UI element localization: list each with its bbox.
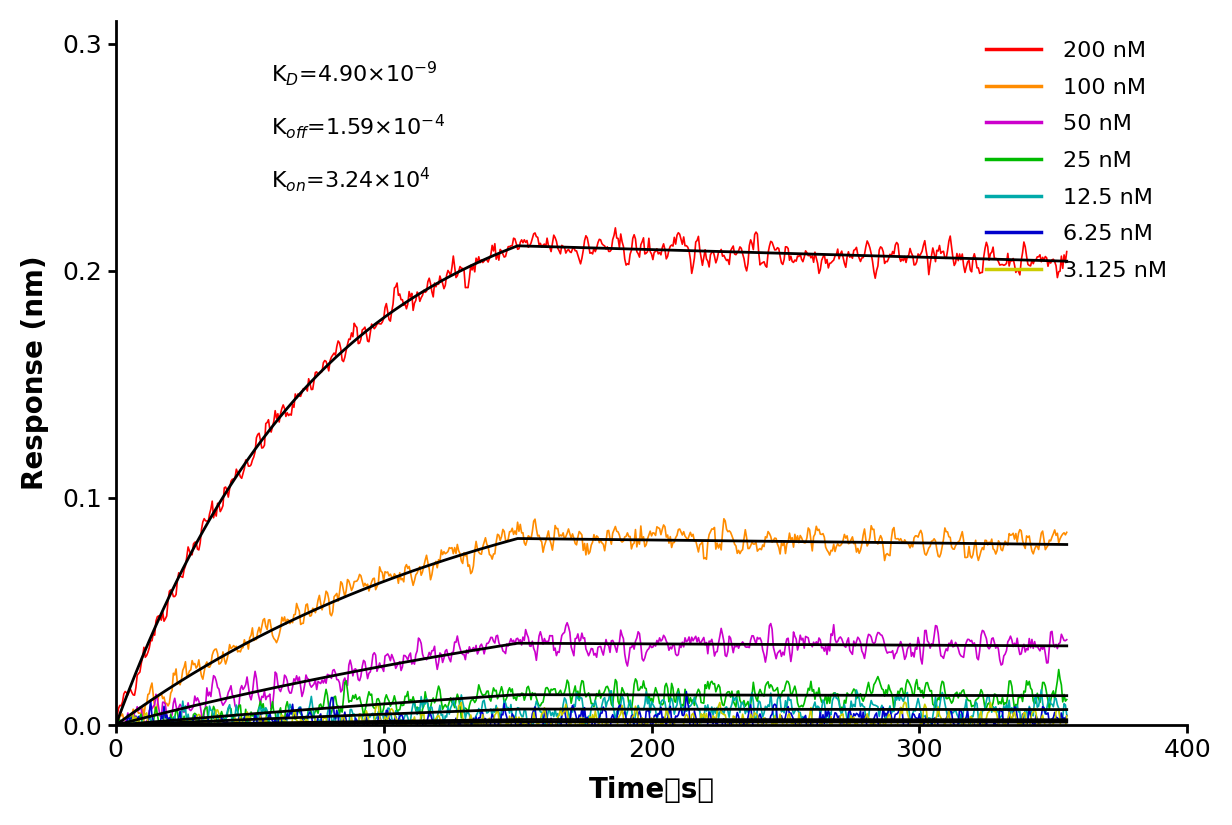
- 100 nM: [108, 724, 123, 733]
- X-axis label: Time（s）: Time（s）: [589, 776, 715, 804]
- 100 nM: [648, 530, 663, 540]
- 25 nM: [108, 716, 123, 726]
- 50 nM: [595, 646, 610, 656]
- 200 nM: [1060, 247, 1074, 257]
- 12.5 nM: [649, 715, 664, 725]
- 200 nM: [420, 276, 435, 286]
- 3.125 nM: [108, 727, 123, 737]
- 3.125 nM: [897, 697, 912, 707]
- 100 nM: [954, 531, 968, 541]
- 12.5 nM: [694, 718, 708, 728]
- 200 nM: [954, 255, 968, 265]
- Line: 200 nM: 200 nM: [116, 228, 1067, 721]
- 3.125 nM: [1060, 711, 1074, 721]
- 6.25 nM: [108, 718, 123, 728]
- 50 nM: [111, 737, 126, 747]
- 25 nM: [117, 731, 132, 741]
- 6.25 nM: [421, 706, 436, 716]
- 6.25 nM: [955, 710, 970, 719]
- 200 nM: [694, 252, 708, 262]
- 50 nM: [695, 635, 710, 645]
- 50 nM: [559, 618, 574, 628]
- 3.125 nM: [649, 721, 664, 731]
- 25 nM: [1051, 665, 1066, 675]
- 12.5 nM: [594, 707, 609, 717]
- Legend: 200 nM, 100 nM, 50 nM, 25 nM, 12.5 nM, 6.25 nM, 3.125 nM: 200 nM, 100 nM, 50 nM, 25 nM, 12.5 nM, 6…: [977, 32, 1177, 290]
- Text: K$_{on}$=3.24×10$^{4}$: K$_{on}$=3.24×10$^{4}$: [271, 165, 431, 194]
- 12.5 nM: [1060, 710, 1074, 720]
- 25 nM: [954, 689, 968, 699]
- 25 nM: [694, 697, 708, 707]
- 6.25 nM: [649, 712, 664, 722]
- 25 nM: [649, 687, 664, 697]
- 100 nM: [717, 514, 732, 524]
- 100 nM: [775, 540, 790, 550]
- 12.5 nM: [1034, 685, 1048, 695]
- Line: 6.25 nM: 6.25 nM: [116, 691, 1067, 744]
- 25 nM: [594, 693, 609, 703]
- Y-axis label: Response (nm): Response (nm): [21, 256, 49, 490]
- Line: 50 nM: 50 nM: [116, 623, 1067, 742]
- 3.125 nM: [606, 745, 621, 755]
- 6.25 nM: [679, 686, 694, 696]
- 12.5 nM: [108, 724, 123, 733]
- 50 nM: [1060, 634, 1074, 644]
- 100 nM: [1060, 527, 1074, 537]
- 100 nM: [692, 540, 707, 549]
- Text: K$_{D}$=4.90×10$^{-9}$: K$_{D}$=4.90×10$^{-9}$: [271, 59, 437, 88]
- 50 nM: [421, 648, 436, 658]
- 200 nM: [775, 260, 790, 270]
- 6.25 nM: [1060, 710, 1074, 720]
- 12.5 nM: [421, 705, 436, 715]
- 200 nM: [607, 223, 622, 233]
- 100 nM: [591, 538, 606, 548]
- 12.5 nM: [158, 741, 172, 751]
- Line: 100 nM: 100 nM: [116, 519, 1067, 728]
- Line: 3.125 nM: 3.125 nM: [116, 702, 1067, 750]
- 6.25 nM: [405, 739, 420, 749]
- 25 nM: [421, 711, 436, 721]
- 3.125 nM: [775, 719, 790, 728]
- 3.125 nM: [955, 716, 970, 726]
- 3.125 nM: [591, 719, 606, 728]
- 25 nM: [775, 686, 790, 695]
- 50 nM: [108, 728, 123, 738]
- 100 nM: [420, 558, 435, 568]
- 200 nM: [649, 244, 664, 254]
- Text: K$_{off}$=1.59×10$^{-4}$: K$_{off}$=1.59×10$^{-4}$: [271, 112, 445, 141]
- 200 nM: [108, 716, 123, 726]
- 50 nM: [776, 650, 791, 660]
- 6.25 nM: [776, 718, 791, 728]
- 200 nM: [591, 234, 606, 244]
- 12.5 nM: [954, 710, 968, 719]
- 50 nM: [955, 652, 970, 662]
- 3.125 nM: [694, 709, 708, 719]
- 12.5 nM: [775, 705, 790, 714]
- 3.125 nM: [420, 738, 435, 747]
- 6.25 nM: [594, 708, 609, 718]
- 25 nM: [1060, 695, 1074, 705]
- 50 nM: [650, 638, 665, 648]
- 6.25 nM: [695, 729, 710, 739]
- Line: 25 nM: 25 nM: [116, 670, 1067, 736]
- Line: 12.5 nM: 12.5 nM: [116, 690, 1067, 746]
